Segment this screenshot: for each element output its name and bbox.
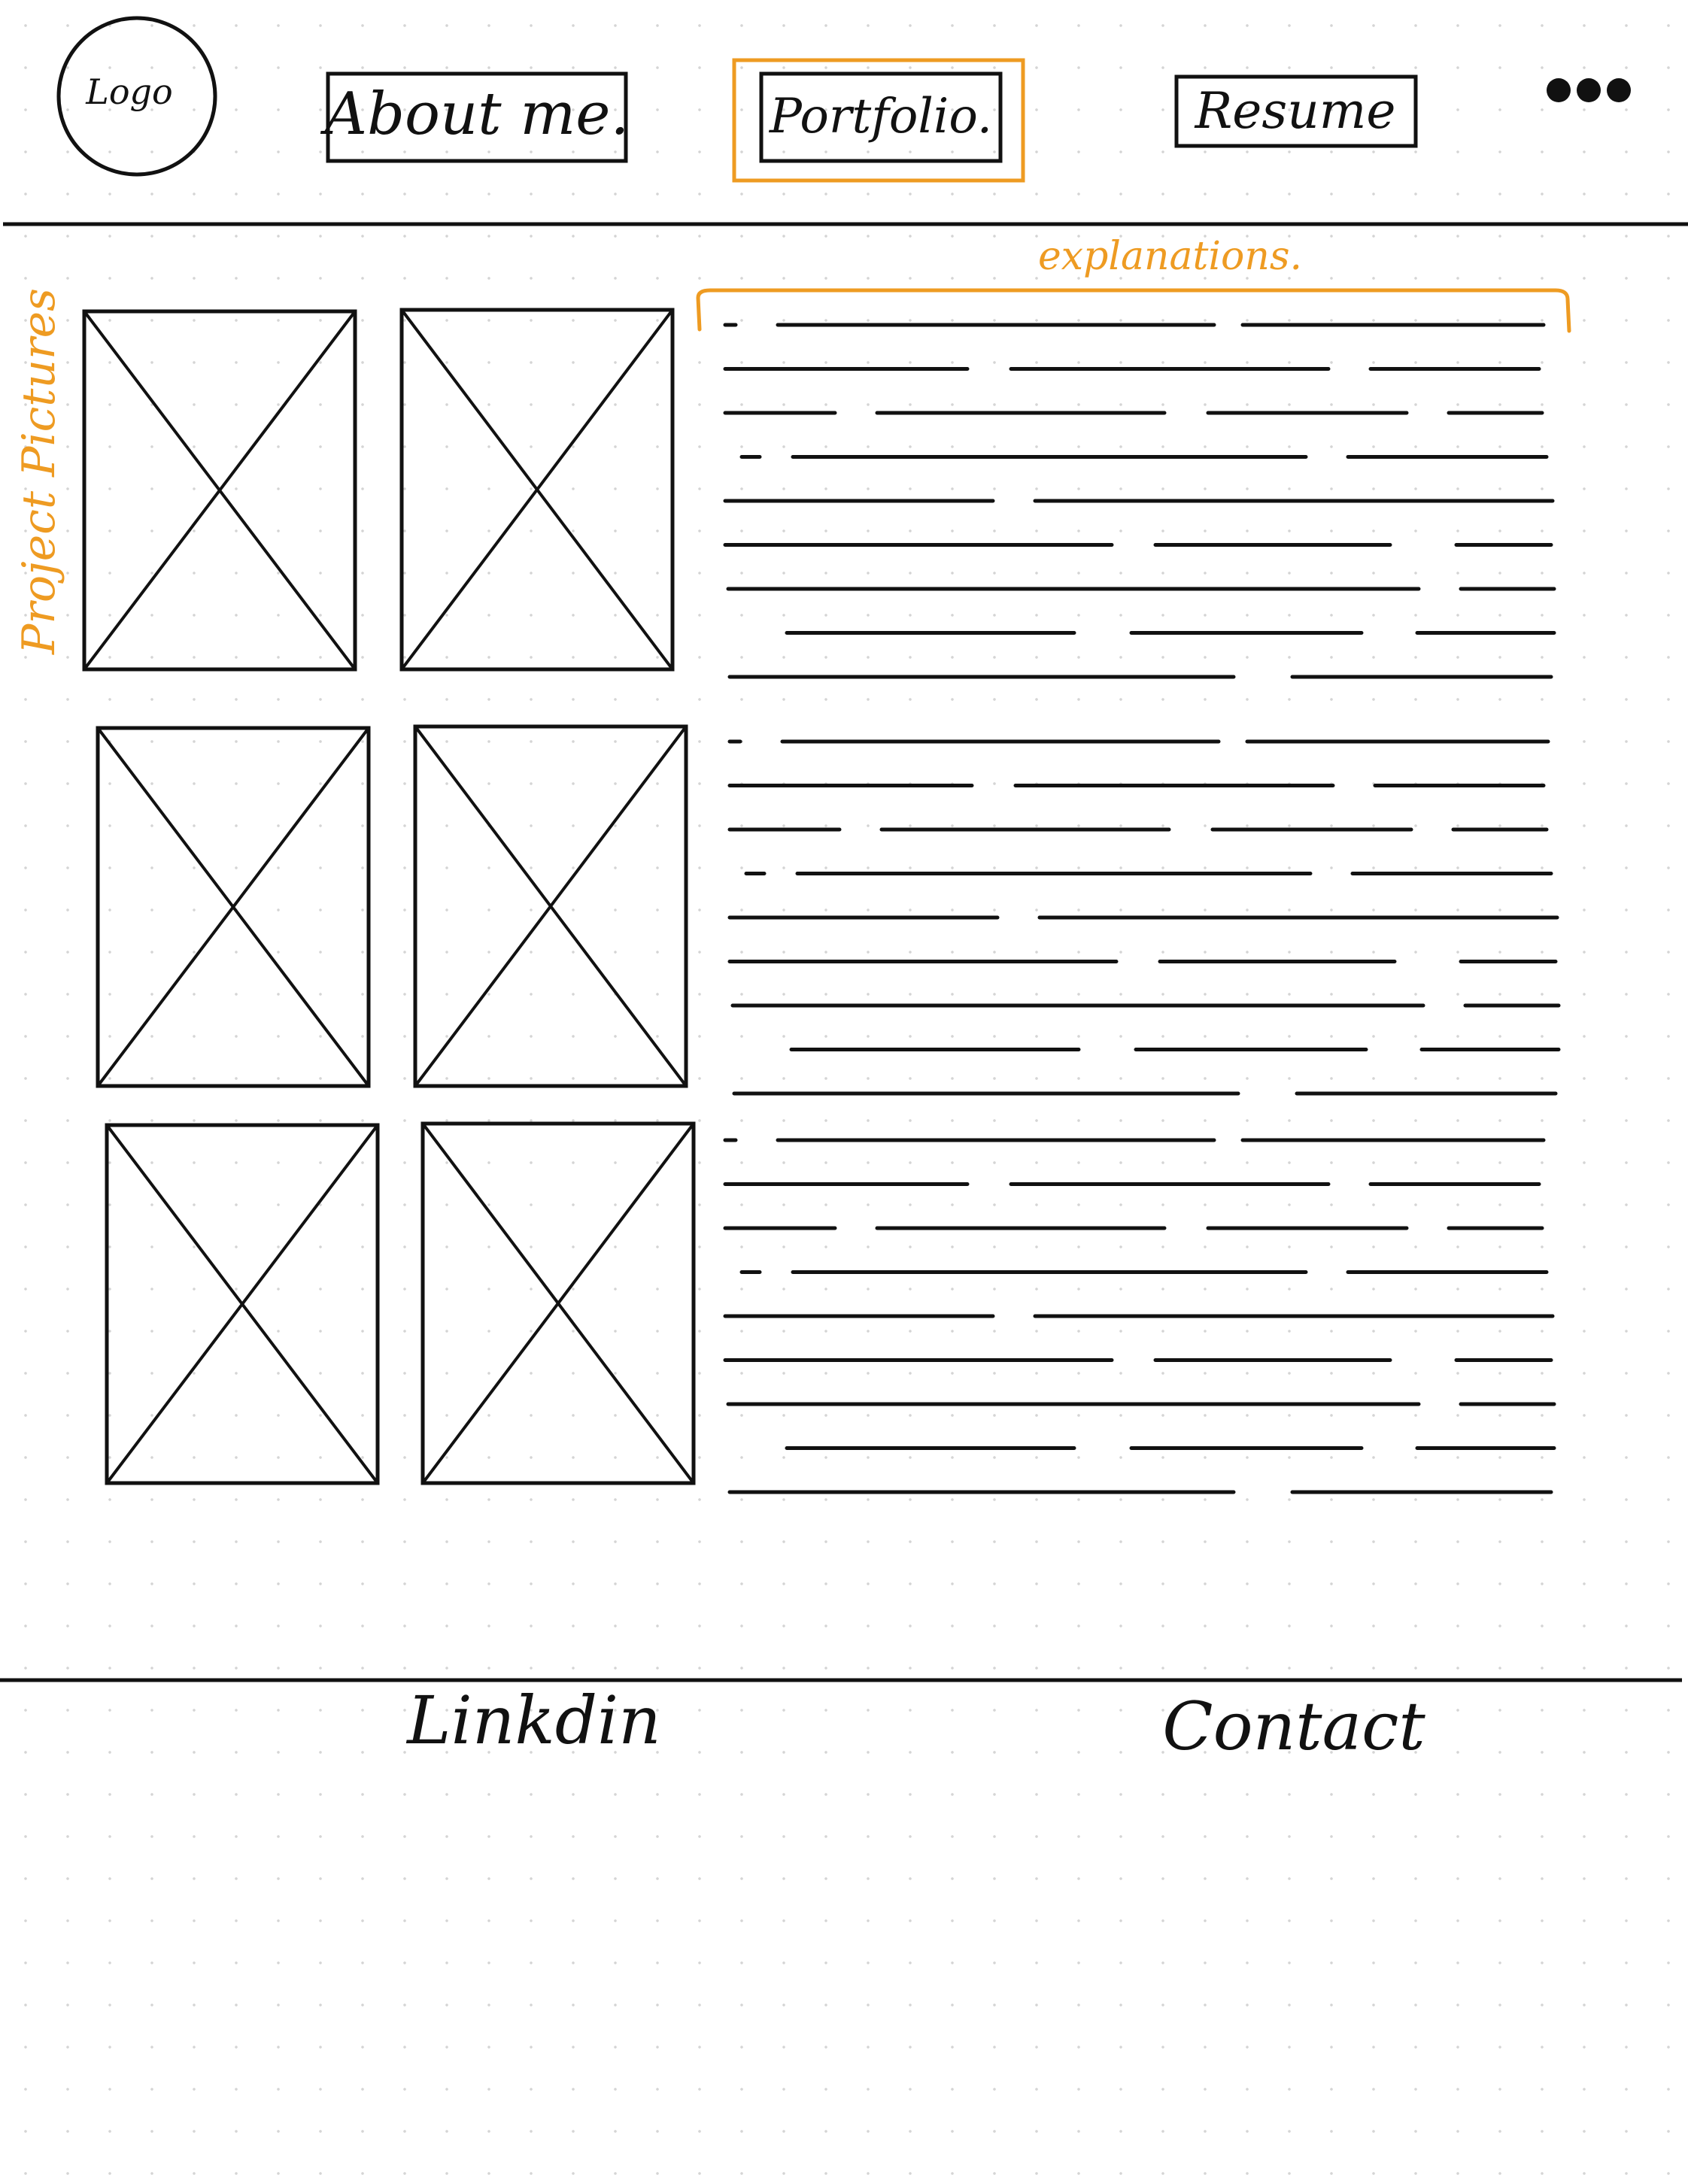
header: Logo About me. Portfolio. Resume xyxy=(3,16,1688,226)
project-picture-placeholder[interactable] xyxy=(105,1123,380,1485)
project-picture-placeholder[interactable] xyxy=(82,309,357,672)
more-horizontal-icon[interactable] xyxy=(1547,78,1631,102)
footer-link-linkedin[interactable]: Linkdin xyxy=(405,1682,661,1759)
annotations: Project Pictures explanations. xyxy=(13,234,1571,655)
project-pictures-annotation: Project Pictures xyxy=(13,288,65,655)
image-placeholder-icon xyxy=(83,310,357,671)
footer-link-contact[interactable]: Contact xyxy=(1162,1688,1425,1765)
nav-resume-box[interactable] xyxy=(1174,74,1418,148)
explanations-text xyxy=(723,323,1561,1494)
nav-portfolio[interactable]: Portfolio. xyxy=(732,58,1025,183)
project-picture-placeholder[interactable] xyxy=(413,724,688,1088)
nav-resume[interactable]: Resume xyxy=(1174,74,1418,148)
logo-circle[interactable] xyxy=(56,16,217,177)
logo-label: Logo xyxy=(85,71,172,112)
project-picture-placeholder[interactable] xyxy=(96,726,371,1088)
nav-portfolio-label: Portfolio. xyxy=(769,89,992,144)
explanations-brace xyxy=(696,288,1571,333)
image-placeholder-icon xyxy=(96,726,370,1087)
nav-portfolio-highlight xyxy=(732,58,1025,183)
project-picture-placeholder[interactable] xyxy=(420,1121,696,1485)
project-pictures-grid xyxy=(82,308,696,1485)
project-picture-placeholder[interactable] xyxy=(399,308,675,672)
explanation-paragraph xyxy=(727,739,1561,1096)
nav-resume-label: Resume xyxy=(1195,82,1396,140)
nav-about-me-box[interactable] xyxy=(326,71,628,163)
nav-about-me-label: About me. xyxy=(320,80,630,148)
explanation-paragraph xyxy=(723,323,1556,679)
image-placeholder-icon xyxy=(400,308,674,671)
image-placeholder-icon xyxy=(421,1122,695,1485)
footer: Linkdin Contact xyxy=(0,1678,1682,1765)
image-placeholder-icon xyxy=(105,1124,379,1485)
explanation-paragraph xyxy=(723,1138,1556,1494)
image-placeholder-icon xyxy=(414,725,688,1087)
nav-portfolio-box[interactable] xyxy=(759,71,1003,163)
nav-about-me[interactable]: About me. xyxy=(320,71,630,163)
explanations-annotation: explanations. xyxy=(1038,234,1302,279)
